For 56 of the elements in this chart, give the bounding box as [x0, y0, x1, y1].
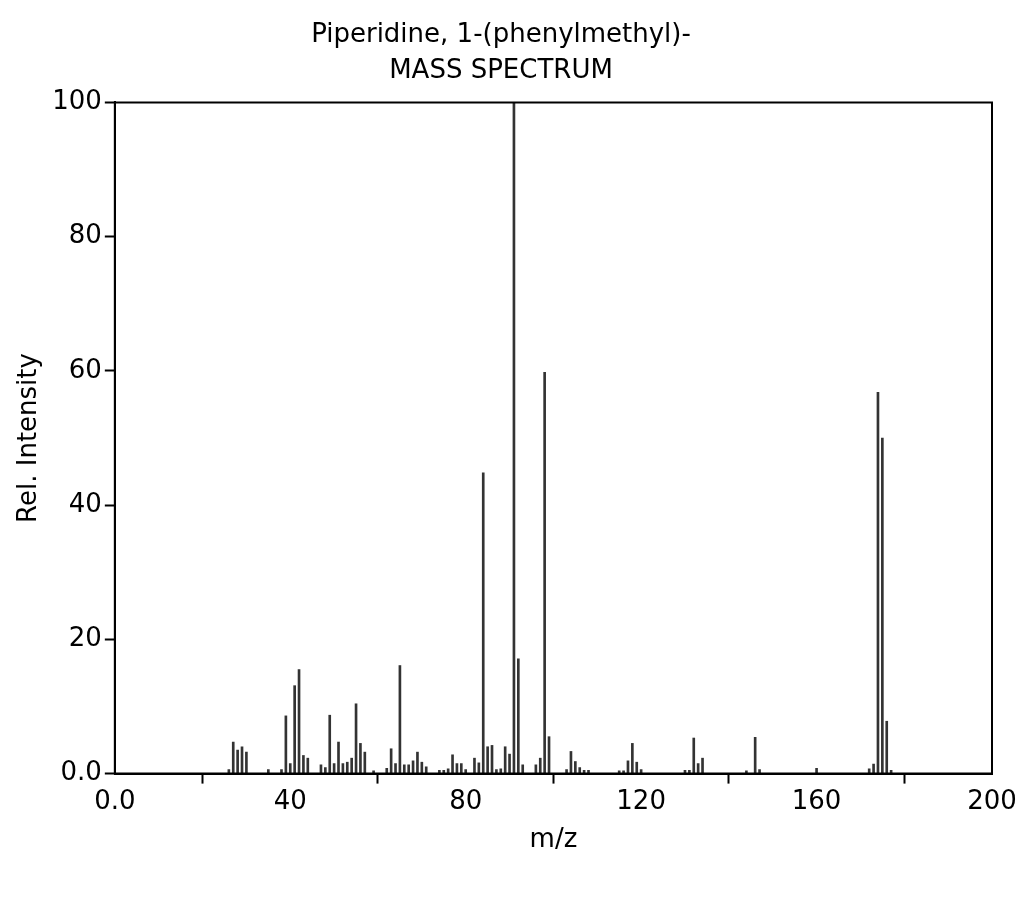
bar: [416, 751, 419, 774]
y-tick-label: 20: [68, 622, 102, 653]
bar: [517, 658, 520, 774]
bar: [385, 767, 389, 774]
bar: [350, 757, 353, 774]
bar: [231, 741, 235, 774]
bar: [692, 737, 696, 774]
bar: [758, 769, 761, 774]
bar: [565, 769, 568, 774]
x-tick-label: 0.0: [94, 784, 136, 815]
bar: [872, 763, 875, 774]
bar: [543, 371, 546, 774]
bar: [424, 766, 428, 774]
bar: [459, 763, 463, 774]
bar: [473, 757, 476, 774]
y-tick-label: 60: [68, 353, 102, 384]
chart-title: Piperidine, 1-(phenylmethyl)-: [311, 18, 691, 49]
bar: [407, 764, 411, 774]
y-axis-title: Rel. Intensity: [12, 353, 43, 523]
bar: [245, 751, 248, 774]
bar: [345, 761, 349, 774]
y-tick-label: 40: [68, 487, 102, 518]
bar: [587, 769, 590, 774]
bar: [495, 769, 498, 774]
bar: [267, 769, 270, 774]
x-tick-label: 200: [967, 784, 1017, 815]
x-tick-label: 160: [791, 784, 842, 815]
bar: [701, 757, 704, 774]
bar: [881, 437, 884, 774]
x-tick-label: 40: [273, 784, 307, 815]
bar: [451, 754, 454, 774]
bar: [337, 741, 340, 774]
bar: [293, 685, 296, 774]
bar: [394, 763, 397, 774]
bar: [302, 755, 305, 774]
bar: [438, 769, 441, 774]
y-tick-label: 0.0: [60, 756, 102, 787]
x-tick-label: 80: [449, 784, 483, 815]
x-axis-title: m/z: [529, 823, 578, 854]
bar: [359, 743, 362, 774]
bar: [328, 714, 332, 774]
bar: [508, 753, 511, 774]
bar: [306, 757, 310, 774]
bar: [815, 767, 818, 774]
bar: [867, 768, 871, 774]
bar: [631, 743, 634, 774]
bar: [574, 761, 577, 774]
bar: [442, 769, 446, 774]
y-tick-label: 100: [52, 85, 102, 116]
chart-subtitle: MASS SPECTRUM: [389, 53, 613, 84]
bar: [499, 768, 503, 774]
x-tick-label: 120: [616, 784, 666, 815]
bar: [402, 764, 406, 774]
y-tick-label: 80: [68, 219, 102, 250]
bar: [280, 769, 283, 774]
bar: [481, 472, 485, 774]
